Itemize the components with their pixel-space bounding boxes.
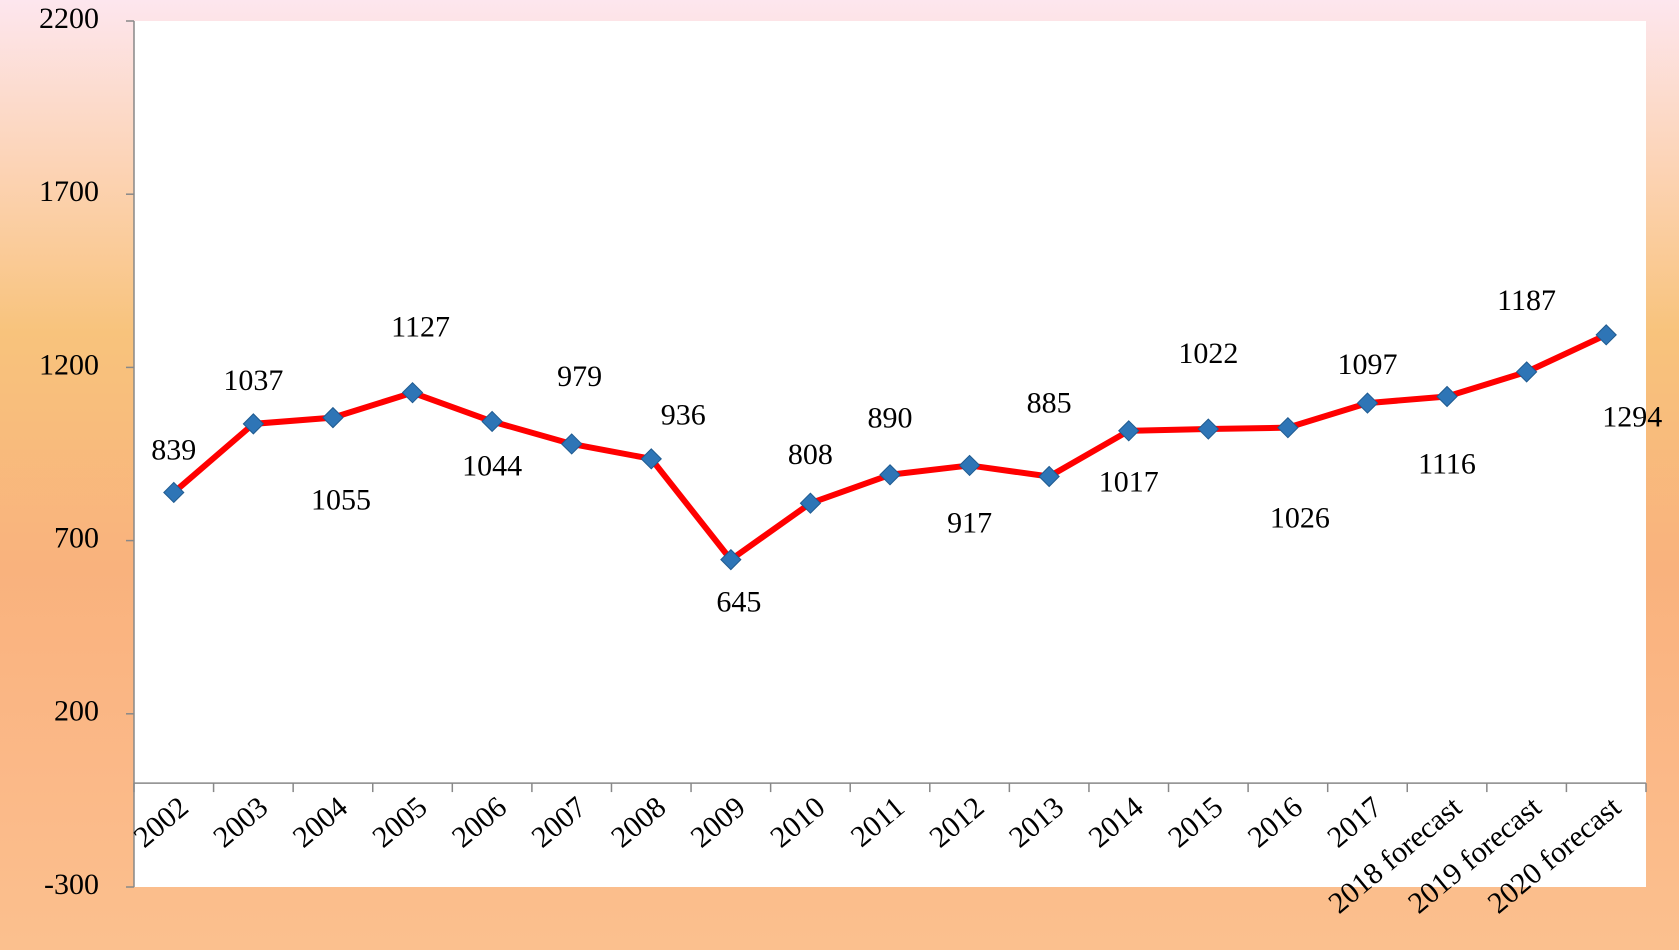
marker <box>401 381 424 404</box>
data-label: 1127 <box>391 311 450 344</box>
marker <box>799 492 822 514</box>
marker <box>879 464 901 486</box>
data-label: 1026 <box>1270 502 1330 535</box>
y-tick-label: 1700 <box>39 175 99 208</box>
data-label: 890 <box>868 402 913 435</box>
data-label: 645 <box>716 586 761 619</box>
data-label: 917 <box>947 506 992 539</box>
marker <box>1515 361 1538 383</box>
data-label: 1187 <box>1497 284 1556 317</box>
marker <box>322 406 344 429</box>
marker <box>1277 416 1299 439</box>
marker <box>481 410 503 433</box>
data-label: 1022 <box>1178 337 1238 370</box>
marker <box>640 448 662 470</box>
y-tick-label: -300 <box>44 868 99 901</box>
y-tick-label: 700 <box>54 521 99 554</box>
y-tick-label: 1200 <box>39 348 99 381</box>
marker <box>163 481 185 504</box>
data-label: 839 <box>151 433 196 466</box>
data-label: 1044 <box>462 449 522 482</box>
marker <box>1436 385 1458 408</box>
marker <box>1118 420 1140 442</box>
data-label: 1017 <box>1099 466 1159 499</box>
data-label: 1116 <box>1418 447 1476 480</box>
y-tick-label: 2200 <box>39 2 99 35</box>
data-label: 808 <box>788 438 833 471</box>
data-label: 1294 <box>1602 401 1662 434</box>
data-label: 936 <box>661 399 706 432</box>
data-label: 1037 <box>223 364 283 397</box>
data-label: 885 <box>1027 386 1072 419</box>
data-label: 1055 <box>311 484 371 517</box>
marker <box>1595 324 1617 346</box>
marker <box>720 548 742 571</box>
marker <box>560 433 583 455</box>
data-label: 979 <box>557 360 602 393</box>
data-label: 1097 <box>1337 348 1397 381</box>
y-tick-label: 200 <box>54 695 99 728</box>
marker <box>242 413 265 435</box>
marker <box>1356 392 1379 414</box>
marker <box>1038 465 1060 488</box>
marker <box>1197 418 1220 440</box>
marker <box>958 454 981 477</box>
plot-area <box>134 21 1646 887</box>
